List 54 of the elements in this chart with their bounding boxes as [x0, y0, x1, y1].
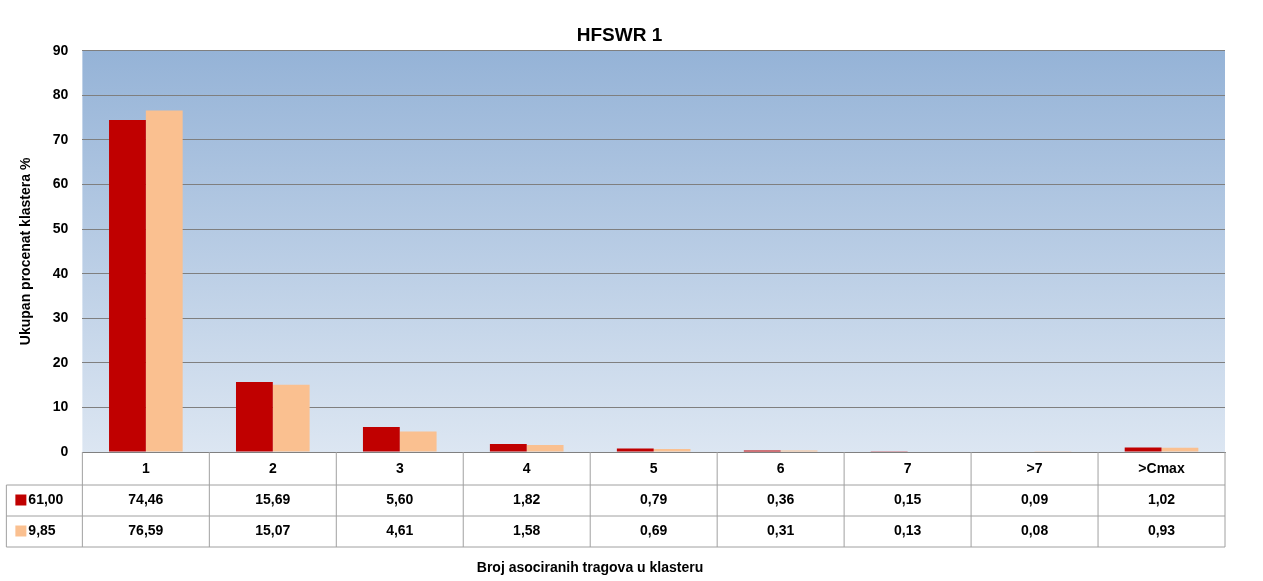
- bar: [272, 384, 310, 452]
- bar: [362, 427, 400, 452]
- bar: [653, 448, 691, 452]
- data-label: 74,46: [128, 491, 164, 508]
- data-label: 1,58: [513, 522, 541, 539]
- data-label: 0,13: [893, 522, 922, 539]
- y-tick-label: 90: [52, 41, 69, 58]
- bar: [616, 448, 654, 452]
- data-label: 1,82: [513, 491, 541, 508]
- data-label: 15,69: [255, 491, 291, 508]
- bar: [399, 431, 437, 452]
- bar: [109, 120, 146, 452]
- y-axis-title: Ukupan procenat klastera %: [17, 157, 34, 346]
- data-label: 76,59: [128, 522, 164, 539]
- bar: [145, 110, 183, 452]
- y-tick-label: 20: [52, 353, 69, 370]
- y-tick-label: 30: [52, 309, 69, 326]
- data-label: 0,31: [767, 522, 795, 539]
- x-tick-label: 7: [903, 460, 912, 477]
- x-tick-label: 3: [395, 460, 404, 477]
- y-tick-label: 50: [52, 219, 69, 236]
- x-tick-label: 1: [141, 460, 150, 477]
- y-tick-label: 10: [52, 398, 69, 415]
- legend-label: 61,00: [28, 491, 64, 508]
- y-tick-label: 0: [60, 442, 69, 459]
- x-tick-label: 5: [649, 460, 658, 477]
- data-label: 0,36: [767, 491, 795, 508]
- y-tick-label: 40: [52, 264, 69, 281]
- data-label: 0,09: [1020, 491, 1049, 508]
- data-label: 4,61: [386, 522, 414, 539]
- chart-title: HFSWR 1: [576, 23, 663, 45]
- bar: [1124, 447, 1162, 452]
- y-tick-label: 70: [52, 130, 69, 147]
- bar: [235, 382, 273, 452]
- data-label: 5,60: [386, 491, 414, 508]
- text: Broj asociranih tragova u klasteru: [476, 558, 704, 575]
- data-label: 0,93: [1147, 522, 1176, 539]
- data-label: 1,02: [1147, 491, 1176, 508]
- legend-label: 9,85: [28, 522, 56, 539]
- y-tick-label: 80: [52, 86, 69, 103]
- bar: [526, 444, 564, 452]
- x-tick-label: >Cmax: [1138, 460, 1185, 477]
- bar: [489, 443, 527, 452]
- data-label: 15,07: [255, 522, 291, 539]
- data-label: 0,69: [640, 522, 668, 539]
- x-tick-label: >7: [1026, 460, 1043, 477]
- data-label: 0,79: [640, 491, 668, 508]
- y-tick-label: 60: [52, 175, 69, 192]
- x-tick-label: 4: [522, 460, 531, 477]
- x-tick-label: 6: [776, 460, 785, 477]
- data-label: 0,15: [893, 491, 922, 508]
- bar: [1161, 447, 1199, 452]
- data-label: 0,08: [1020, 522, 1049, 539]
- x-tick-label: 2: [268, 460, 277, 477]
